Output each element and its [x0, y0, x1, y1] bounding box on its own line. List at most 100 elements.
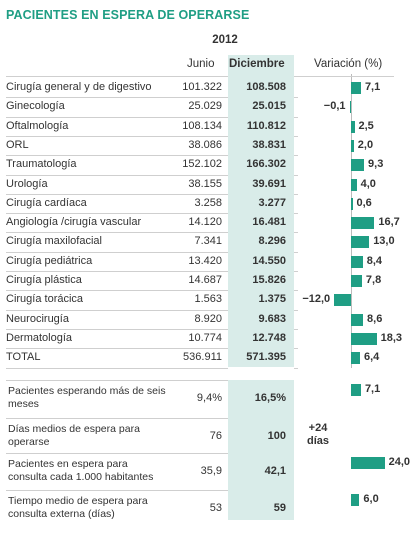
row-label: Cirugía cardíaca	[6, 196, 87, 209]
header-junio: Junio	[187, 58, 215, 70]
row-divider	[294, 367, 298, 369]
row-divider	[294, 232, 298, 234]
variation-bar	[351, 275, 362, 287]
diciembre-value: 15.826	[252, 274, 286, 286]
variation-bar	[351, 236, 370, 249]
summary-divider	[6, 490, 228, 491]
variation-label: 8,4	[366, 254, 383, 267]
row-divider	[294, 135, 298, 137]
row-label: Cirugía general y de digestivo	[6, 81, 152, 93]
junio-value: 14.120	[188, 216, 222, 229]
row-label: Oftalmología	[6, 119, 69, 132]
row-label: Urología	[6, 177, 48, 190]
row-label: Cirugía torácica	[6, 293, 84, 306]
variation-label: 2,0	[357, 138, 374, 151]
variation-bar	[351, 178, 357, 191]
junio-value: 1.563	[194, 293, 222, 306]
variation-bar	[351, 139, 354, 152]
junio-value: 152.102	[182, 158, 222, 171]
junio-value: 3.258	[194, 196, 222, 209]
variation-label: −0,1	[323, 100, 346, 113]
summary-junio: 76	[209, 430, 222, 442]
row-divider	[294, 251, 298, 253]
variation-label: 7,1	[364, 383, 381, 395]
summary-junio: 53	[209, 502, 222, 514]
row-divider	[6, 116, 228, 118]
year-header: 2012	[212, 34, 238, 46]
row-divider	[294, 271, 298, 272]
row-divider	[6, 309, 228, 311]
row-divider	[6, 271, 228, 272]
row-divider	[6, 193, 228, 195]
row-divider	[6, 251, 228, 253]
chart-title: PACIENTES EN ESPERA DE OPERARSE	[6, 8, 250, 22]
junio-value: 13.420	[188, 254, 222, 267]
diciembre-value: 16.481	[252, 216, 286, 229]
diciembre-value: 166.302	[246, 158, 286, 171]
variation-bar	[351, 457, 385, 469]
row-divider	[6, 213, 228, 215]
junio-value: 38.155	[188, 177, 222, 190]
diciembre-value: 1.375	[258, 293, 286, 306]
row-divider	[6, 174, 228, 176]
row-label: Ginecología	[6, 100, 65, 113]
variation-bar	[351, 197, 353, 210]
diciembre-highlight-column	[228, 55, 294, 367]
variation-bar	[351, 120, 355, 133]
summary-divider	[6, 418, 228, 419]
variation-bar	[350, 101, 351, 114]
summary-diciembre: 59	[273, 502, 286, 514]
summary-label: Días medios de espera para operarse	[8, 423, 140, 448]
junio-value: 536.911	[183, 351, 222, 364]
junio-value: 8.920	[194, 312, 222, 325]
row-divider	[294, 116, 298, 118]
variation-bar	[351, 384, 361, 396]
summary-diciembre: 16,5%	[254, 392, 286, 404]
row-divider	[6, 348, 228, 350]
variation-bar	[351, 159, 365, 172]
junio-value: 7.341	[194, 235, 222, 248]
row-divider	[6, 135, 228, 137]
diciembre-value: 39.691	[252, 177, 286, 190]
header-variacion: Variación (%)	[314, 58, 383, 70]
diciembre-value: 3.277	[258, 196, 286, 209]
variation-label: 16,7	[378, 216, 400, 229]
variation-label: 6,0	[363, 493, 379, 505]
variation-label: 24,0	[388, 456, 411, 468]
diciembre-highlight-column-summary	[228, 380, 294, 520]
junio-value: 108.134	[182, 119, 222, 132]
diciembre-value: 14.550	[252, 254, 286, 267]
diciembre-value: 571.395	[246, 351, 286, 364]
row-label: Cirugía pediátrica	[6, 254, 93, 267]
diciembre-value: 9.683	[258, 312, 286, 325]
variation-label: −12,0	[302, 293, 331, 306]
variation-label: 13,0	[373, 235, 395, 248]
variation-label: 0,6	[356, 196, 372, 209]
variation-bar	[351, 332, 377, 345]
row-divider	[6, 328, 228, 330]
row-divider	[6, 97, 228, 99]
row-divider	[294, 193, 298, 195]
header-diciembre: Diciembre	[229, 58, 285, 70]
row-label: ORL	[6, 138, 29, 151]
junio-value: 101.322	[182, 81, 222, 93]
diciembre-value: 108.508	[246, 81, 286, 93]
row-label: Cirugía plástica	[6, 274, 82, 286]
summary-diciembre: 42,1	[264, 465, 286, 477]
variation-bar	[351, 255, 363, 268]
table-rule	[294, 76, 394, 77]
row-divider	[294, 155, 298, 157]
row-label: TOTAL	[6, 351, 41, 364]
variation-label: 2,5	[358, 119, 374, 132]
variation-label: 6,4	[363, 351, 380, 364]
junio-value: 14.687	[188, 274, 222, 286]
row-divider	[294, 309, 298, 311]
row-divider	[294, 97, 298, 99]
row-divider	[294, 328, 298, 330]
summary-divider	[6, 453, 228, 454]
row-label: Cirugía maxilofacial	[6, 235, 102, 248]
variation-bar	[351, 82, 361, 94]
row-label: Dermatología	[6, 331, 73, 344]
diciembre-value: 25.015	[252, 100, 286, 113]
summary-junio: 35,9	[200, 465, 222, 477]
